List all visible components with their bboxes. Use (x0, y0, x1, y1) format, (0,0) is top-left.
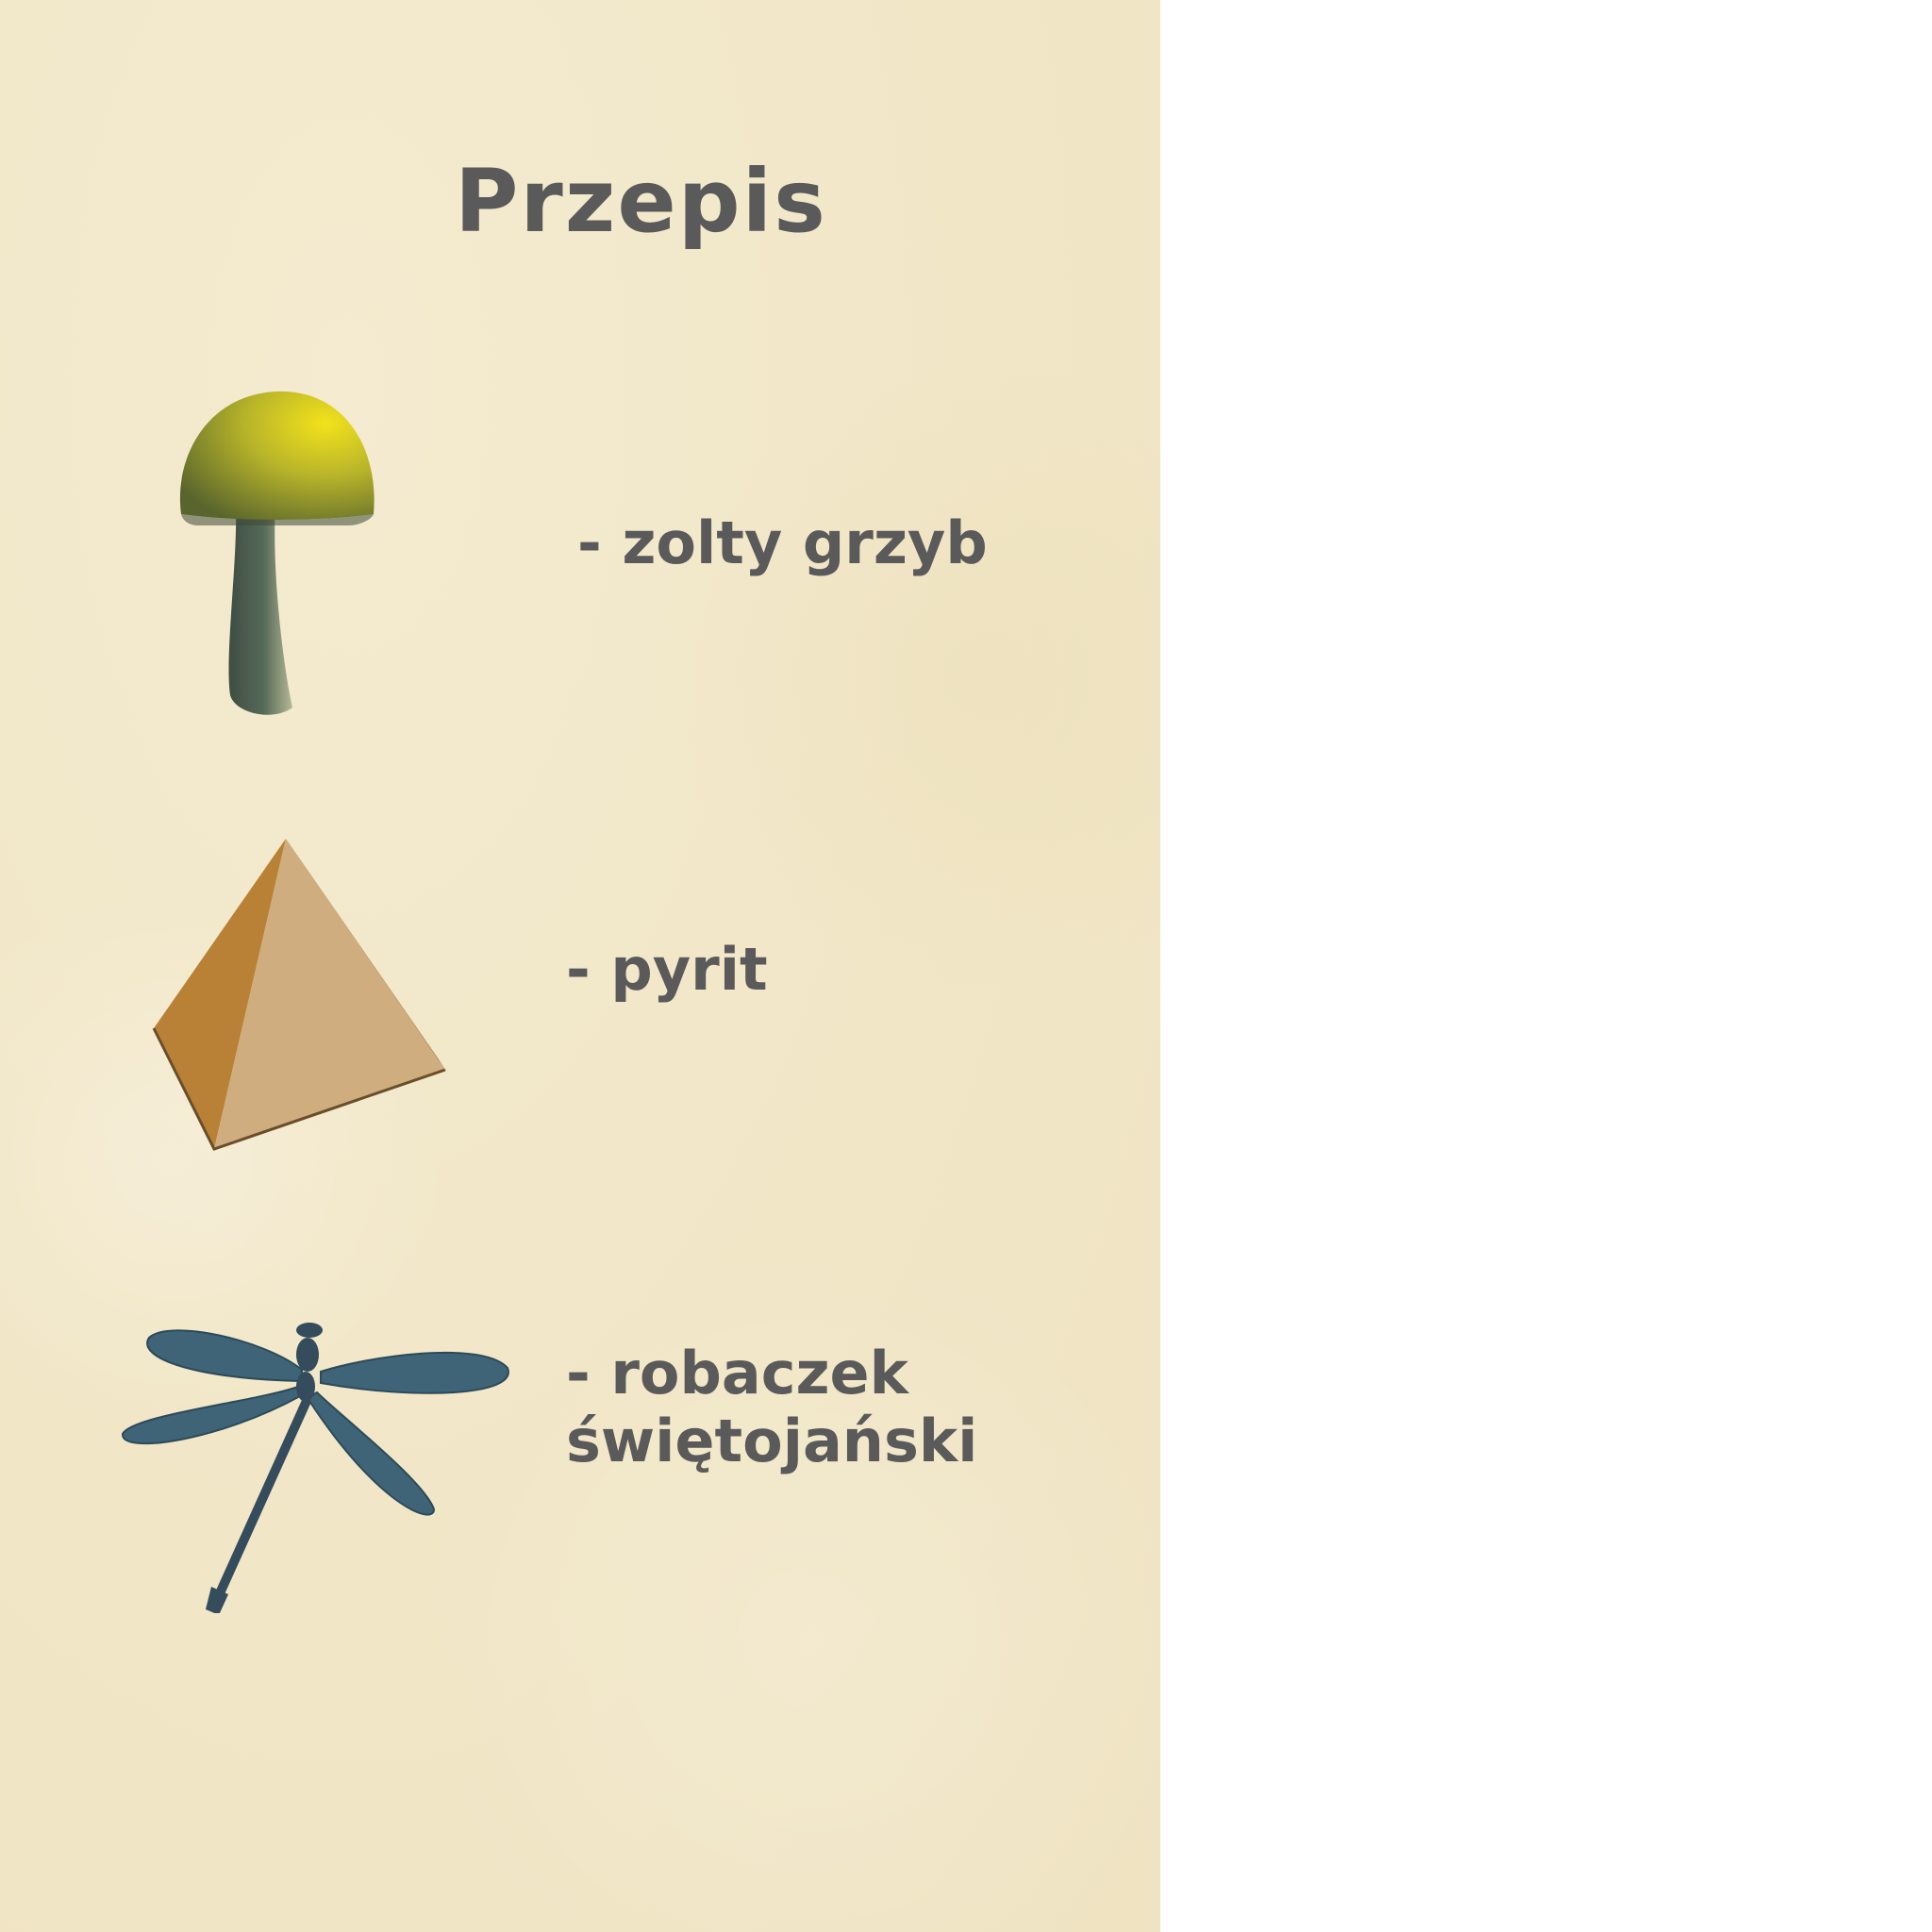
dragonfly-icon (121, 1323, 509, 1613)
recipe-panel: Przepis (0, 0, 1160, 1932)
mushroom-icon (179, 391, 375, 715)
ingredient-label: - zolty grzyb (577, 508, 988, 577)
pyramid-icon (152, 839, 446, 1151)
recipe-title: Przepis (455, 151, 827, 252)
ingredient-label: - pyrit (566, 935, 768, 1004)
ingredient-label: - robaczek świętojański (566, 1339, 978, 1475)
